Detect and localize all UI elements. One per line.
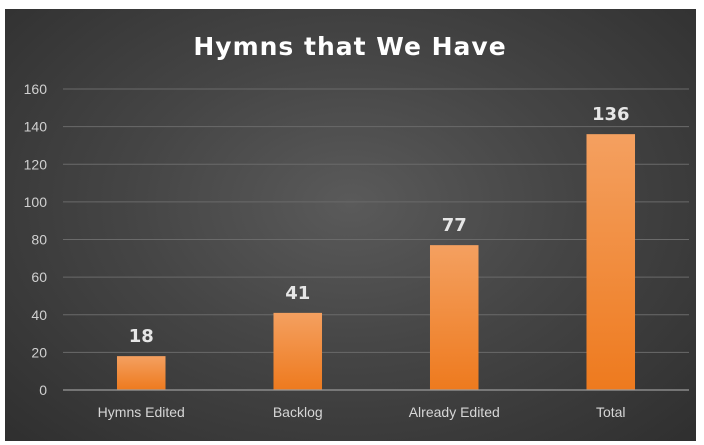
category-label: Already Edited xyxy=(409,404,500,420)
bar-backlog xyxy=(273,312,323,390)
data-label: 41 xyxy=(285,283,310,304)
y-tick-label: 140 xyxy=(24,119,48,135)
data-label: 136 xyxy=(592,104,630,125)
data-labels: 18 41 77 136 xyxy=(129,104,630,347)
y-tick-label: 20 xyxy=(31,344,47,360)
bars xyxy=(116,134,636,390)
y-tick-label: 80 xyxy=(31,232,47,248)
category-label: Total xyxy=(596,404,626,420)
y-tick-label: 40 xyxy=(31,307,47,323)
bar-hymns-edited xyxy=(116,356,166,390)
chart-frame: Hymns that We Have 0 20 40 60 80 100 120 140 160… xyxy=(5,9,696,441)
y-axis-ticks: 0 20 40 60 80 100 120 140 160 xyxy=(24,81,48,398)
category-label: Hymns Edited xyxy=(98,404,185,420)
category-labels: Hymns Edited Backlog Already Edited Total xyxy=(98,404,626,420)
data-label: 18 xyxy=(129,326,154,347)
bar-total xyxy=(586,134,636,390)
y-tick-label: 120 xyxy=(24,156,48,172)
y-tick-label: 100 xyxy=(24,194,48,210)
y-tick-label: 0 xyxy=(39,382,47,398)
gridlines xyxy=(63,88,689,353)
data-label: 77 xyxy=(442,215,467,236)
bar-already-edited xyxy=(429,245,479,390)
y-tick-label: 60 xyxy=(31,269,47,285)
bar-chart: Hymns that We Have 0 20 40 60 80 100 120 140 160… xyxy=(24,32,689,420)
category-label: Backlog xyxy=(273,404,323,420)
y-tick-label: 160 xyxy=(24,81,48,97)
chart-title: Hymns that We Have xyxy=(193,32,506,61)
